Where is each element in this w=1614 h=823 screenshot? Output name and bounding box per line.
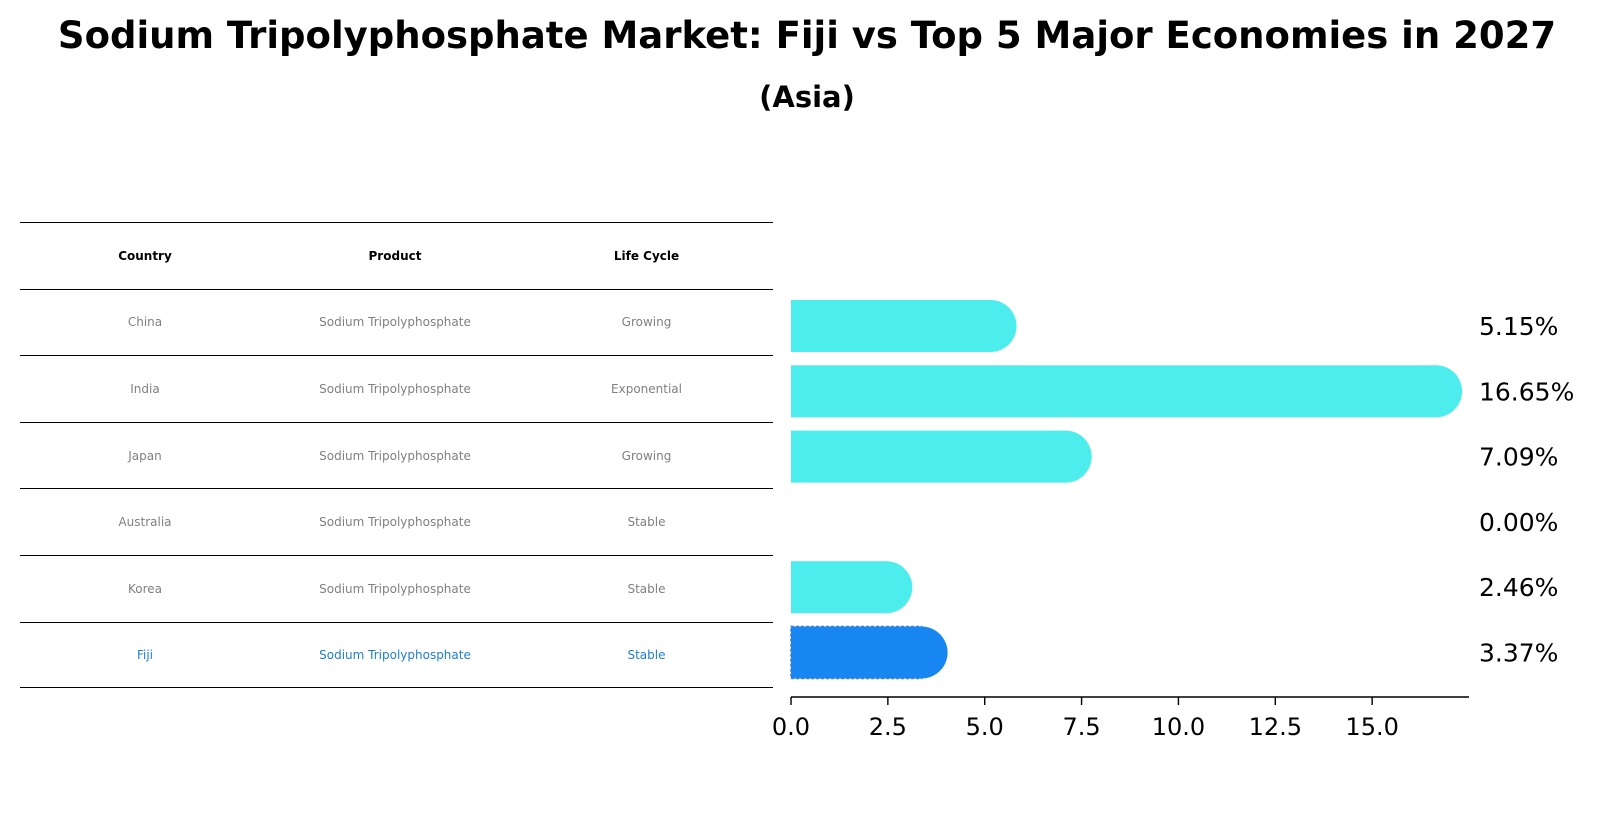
- x-tick-label: 15.0: [1345, 713, 1398, 741]
- chart-title: Sodium Tripolyphosphate Market: Fiji vs …: [57, 14, 1557, 57]
- cell-product: Sodium Tripolyphosphate: [319, 448, 471, 463]
- cell-product: Sodium Tripolyphosphate: [319, 381, 471, 396]
- bar-india: [791, 365, 1437, 418]
- cell-country: Korea: [127, 581, 163, 596]
- cell-country: Fiji: [136, 647, 154, 662]
- x-tick-label: 5.0: [966, 713, 1004, 741]
- cell-country: China: [127, 315, 163, 330]
- x-tick-label: 2.5: [869, 713, 907, 741]
- header-life-cycle: Life Cycle: [613, 248, 680, 263]
- cell-product: Sodium Tripolyphosphate: [319, 647, 471, 662]
- bar-china: [791, 300, 991, 352]
- cell-country: India: [130, 381, 160, 396]
- cell-life-cycle: Growing: [621, 448, 672, 463]
- country-table: Country Product Life Cycle China Sodium …: [20, 222, 773, 689]
- table-row: Australia Sodium Tripolyphosphate Stable: [20, 488, 773, 555]
- table-row: China Sodium Tripolyphosphate Growing: [20, 288, 773, 356]
- x-tick-label: 7.5: [1062, 713, 1100, 741]
- cell-life-cycle: Stable: [627, 647, 666, 662]
- table-row: Korea Sodium Tripolyphosphate Stable: [20, 554, 773, 622]
- table-row-highlighted: Fiji Sodium Tripolyphosphate Stable: [20, 621, 773, 689]
- cell-life-cycle: Stable: [627, 581, 666, 596]
- cell-product: Sodium Tripolyphosphate: [319, 315, 471, 330]
- bar-cap-india: [1410, 365, 1463, 418]
- value-label-australia: 0.00%: [1479, 508, 1558, 537]
- cell-life-cycle: Stable: [627, 515, 666, 530]
- value-label-fiji: 3.37%: [1479, 639, 1558, 668]
- bar-cap-korea: [860, 561, 913, 614]
- x-tick-label: 10.0: [1152, 713, 1205, 741]
- cell-product: Sodium Tripolyphosphate: [319, 515, 471, 530]
- cell-product: Sodium Tripolyphosphate: [319, 581, 471, 596]
- cell-country: Japan: [128, 448, 162, 463]
- bar-cap-fiji: [895, 626, 948, 679]
- bar-cap-japan: [1039, 430, 1092, 483]
- bar-cap-china: [964, 300, 1017, 352]
- cell-country: Australia: [118, 515, 172, 530]
- chart-subtitle: (Asia): [759, 80, 855, 114]
- header-product: Product: [368, 248, 422, 263]
- value-label-china: 5.15%: [1479, 312, 1558, 341]
- bar-japan: [791, 430, 1066, 483]
- header-country: Country: [118, 248, 172, 263]
- x-tick-label: 12.5: [1249, 713, 1302, 741]
- value-label-korea: 2.46%: [1479, 573, 1558, 602]
- cell-life-cycle: Exponential: [611, 381, 682, 396]
- table-row: India Sodium Tripolyphosphate Exponentia…: [20, 355, 773, 422]
- value-label-india: 16.65%: [1479, 377, 1574, 406]
- cell-life-cycle: Growing: [621, 315, 672, 330]
- table-row: Japan Sodium Tripolyphosphate Growing: [20, 421, 773, 489]
- table-header-row: Country Product Life Cycle: [20, 222, 773, 289]
- x-tick-label: 0.0: [772, 713, 810, 741]
- value-label-japan: 7.09%: [1479, 443, 1558, 472]
